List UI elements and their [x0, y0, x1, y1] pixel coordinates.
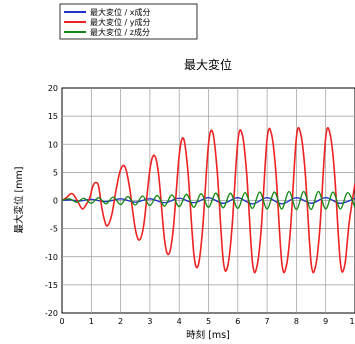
x-tick-label: 7 [265, 317, 270, 326]
y-tick-label: 15 [48, 112, 58, 121]
x-tick-labels: 0 1 2 3 4 5 6 7 8 9 1 [59, 317, 354, 326]
y-tick-label: 0 [53, 197, 58, 206]
x-tick-label: 5 [206, 317, 211, 326]
y-tick-label: -10 [45, 253, 58, 262]
legend-label-y: 最大変位 / y成分 [90, 17, 151, 27]
x-tick-label: 1 [349, 317, 354, 326]
legend: 最大変位 / x成分 最大変位 / y成分 最大変位 / z成分 [59, 3, 198, 40]
x-axis-label: 時刻 [ms] [186, 329, 230, 341]
y-tick-label: 10 [48, 140, 58, 149]
y-axis-label: 最大変位 [mm] [13, 167, 25, 234]
series-line-x [61, 197, 355, 205]
legend-label-x: 最大変位 / x成分 [90, 7, 151, 17]
x-tick-label: 6 [235, 317, 240, 326]
y-tick-labels: 20 15 10 5 0 -5 -10 -15 -20 [45, 84, 58, 318]
x-tick-label: 4 [177, 317, 182, 326]
x-tick-label: 0 [59, 317, 64, 326]
y-tick-label: -5 [50, 225, 58, 234]
y-tick-label: -20 [45, 309, 58, 318]
x-tick-label: 2 [118, 317, 123, 326]
series-layer [61, 126, 355, 274]
chart-title: 最大変位 [184, 57, 232, 72]
series-line-z [61, 190, 355, 211]
legend-label-z: 最大変位 / z成分 [90, 27, 150, 37]
x-tick-label: 3 [147, 317, 152, 326]
x-tick-label: 1 [89, 317, 94, 326]
x-tick-label: 8 [294, 317, 299, 326]
y-tick-label: 5 [53, 168, 58, 177]
series-line-y [61, 126, 355, 274]
y-tick-label: 20 [48, 84, 58, 93]
x-tick-label: 9 [323, 317, 328, 326]
y-tick-label: -15 [45, 281, 58, 290]
